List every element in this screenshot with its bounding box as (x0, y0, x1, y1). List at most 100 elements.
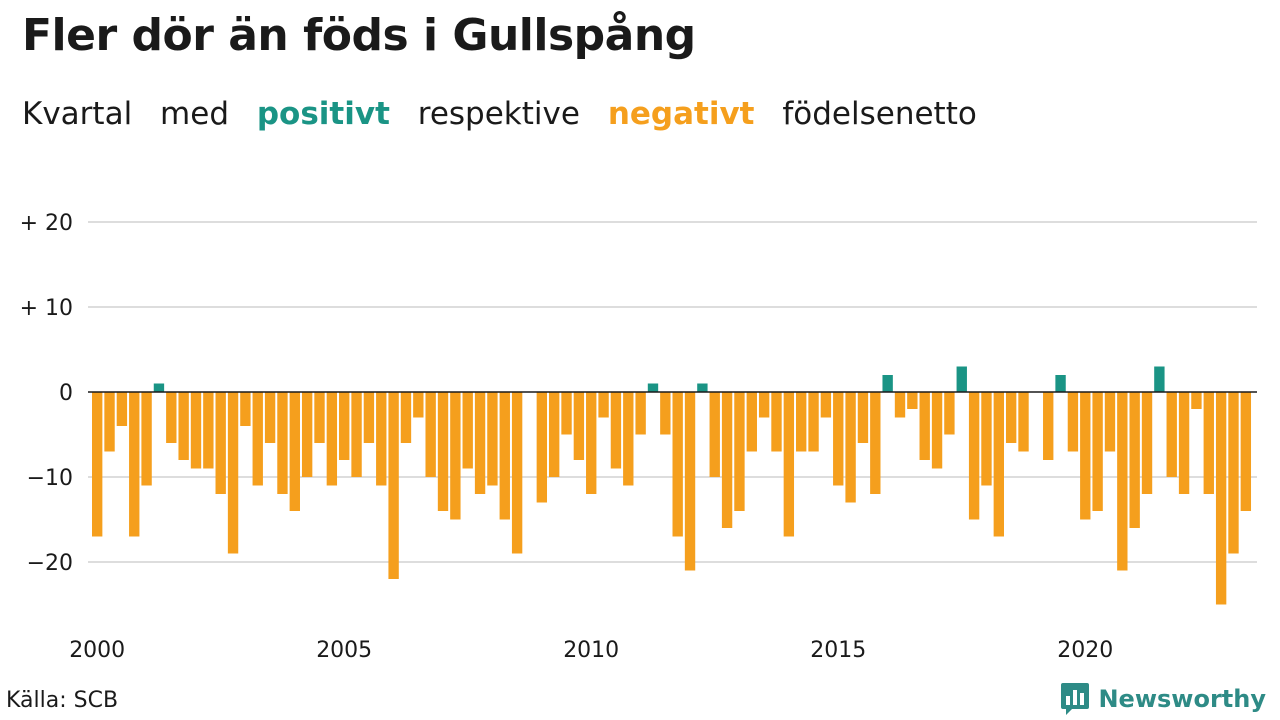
bar-negative (1092, 392, 1103, 511)
bar-negative (141, 392, 152, 486)
bar-negative (1141, 392, 1153, 494)
bar-negative (339, 392, 350, 460)
x-tick-label: 2020 (1057, 638, 1113, 663)
bar-negative (264, 392, 276, 443)
y-tick-label: −20 (27, 551, 73, 576)
bar-negative (363, 392, 375, 443)
x-tick-label: 2015 (810, 638, 866, 663)
bar-negative (623, 392, 634, 486)
bar-negative (425, 392, 436, 477)
bar-negative (758, 392, 770, 418)
bar-chart-speech-icon (1061, 683, 1090, 715)
subtitle-positive-label: positivt (256, 96, 390, 132)
bar-negative (1129, 392, 1140, 528)
bar-positive (882, 375, 893, 392)
bar-negative (203, 392, 214, 469)
x-tick-label: 2005 (316, 638, 372, 663)
subtitle-word-respektive: respektive (417, 96, 580, 132)
y-tick-label: 0 (59, 381, 73, 406)
bar-positive (956, 366, 967, 392)
bar-negative (907, 392, 918, 409)
x-tick-label: 2000 (69, 638, 125, 663)
bar-negative (894, 392, 906, 418)
bar-negative (919, 392, 930, 460)
bar-negative (413, 392, 424, 418)
bar-negative (277, 392, 288, 494)
bar-negative (981, 392, 992, 486)
bar-negative (1018, 392, 1029, 452)
bar-negative (536, 392, 548, 503)
bar-chart: + 20 + 10 0 −10 −20 2000 2005 2010 2015 2020 (20, 211, 1257, 663)
bar-negative (252, 392, 263, 486)
bar-negative (1005, 392, 1017, 443)
subtitle-word-kvartal: Kvartal (22, 96, 133, 132)
bar-negative (1104, 392, 1116, 452)
bar-negative (166, 392, 177, 443)
bar-negative (487, 392, 498, 486)
chart-subtitle: Kvartal med positivt respektive negativt… (22, 96, 995, 132)
chart-title: Fler dör än föds i Gullspång (22, 10, 696, 61)
bars (92, 366, 1252, 605)
bar-negative (684, 392, 696, 571)
bar-negative (92, 392, 103, 537)
bar-negative (462, 392, 473, 469)
bar-negative (227, 392, 239, 554)
y-tick-label: −10 (27, 466, 73, 491)
bar-negative (660, 392, 671, 435)
bar-negative (376, 392, 387, 486)
bar-negative (301, 392, 313, 477)
y-tick-label: + 10 (20, 296, 73, 321)
bar-negative (351, 392, 362, 477)
bar-negative (190, 392, 202, 469)
bar-negative (104, 392, 115, 452)
bar-negative (635, 392, 646, 435)
bar-negative (289, 392, 300, 511)
bar-negative (437, 392, 449, 511)
bar-negative (1166, 392, 1177, 477)
bar-negative (1178, 392, 1190, 494)
source-note: Källa: SCB (6, 688, 119, 713)
bar-negative (474, 392, 486, 494)
bar-positive (1055, 375, 1066, 392)
newsworthy-logo: Newsworthy (1060, 682, 1266, 716)
bar-negative (598, 392, 609, 418)
bar-negative (709, 392, 720, 477)
bar-negative (511, 392, 523, 554)
subtitle-word-med: med (160, 96, 229, 132)
bar-negative (1215, 392, 1227, 605)
bar-negative (450, 392, 461, 520)
bar-positive (697, 383, 708, 392)
bar-negative (610, 392, 622, 469)
bar-negative (215, 392, 226, 494)
bar-negative (116, 392, 128, 426)
bar-negative (129, 392, 140, 537)
bar-negative (1117, 392, 1128, 571)
brand-name: Newsworthy (1098, 685, 1266, 713)
bar-negative (944, 392, 955, 435)
bar-negative (820, 392, 832, 418)
subtitle-word-fodelsenetto: födelsenetto (782, 96, 977, 132)
y-tick-label: + 20 (20, 211, 73, 236)
bar-negative (499, 392, 510, 520)
bar-negative (993, 392, 1004, 537)
bar-negative (931, 392, 943, 469)
bar-negative (573, 392, 585, 460)
bar-negative (1080, 392, 1091, 520)
bar-negative (1228, 392, 1239, 554)
bar-positive (153, 383, 165, 392)
bar-negative (388, 392, 399, 579)
bar-negative (561, 392, 572, 435)
bar-negative (746, 392, 757, 452)
bar-negative (833, 392, 844, 486)
subtitle-negative-label: negativt (607, 96, 755, 132)
bar-negative (1240, 392, 1252, 511)
y-axis-labels: + 20 + 10 0 −10 −20 (20, 211, 73, 576)
bar-negative (857, 392, 869, 443)
bar-negative (808, 392, 819, 452)
bar-negative (1067, 392, 1079, 452)
bar-negative (870, 392, 881, 494)
bar-negative (1191, 392, 1202, 409)
bar-negative (1043, 392, 1054, 460)
bar-negative (783, 392, 795, 537)
bar-negative (548, 392, 560, 477)
